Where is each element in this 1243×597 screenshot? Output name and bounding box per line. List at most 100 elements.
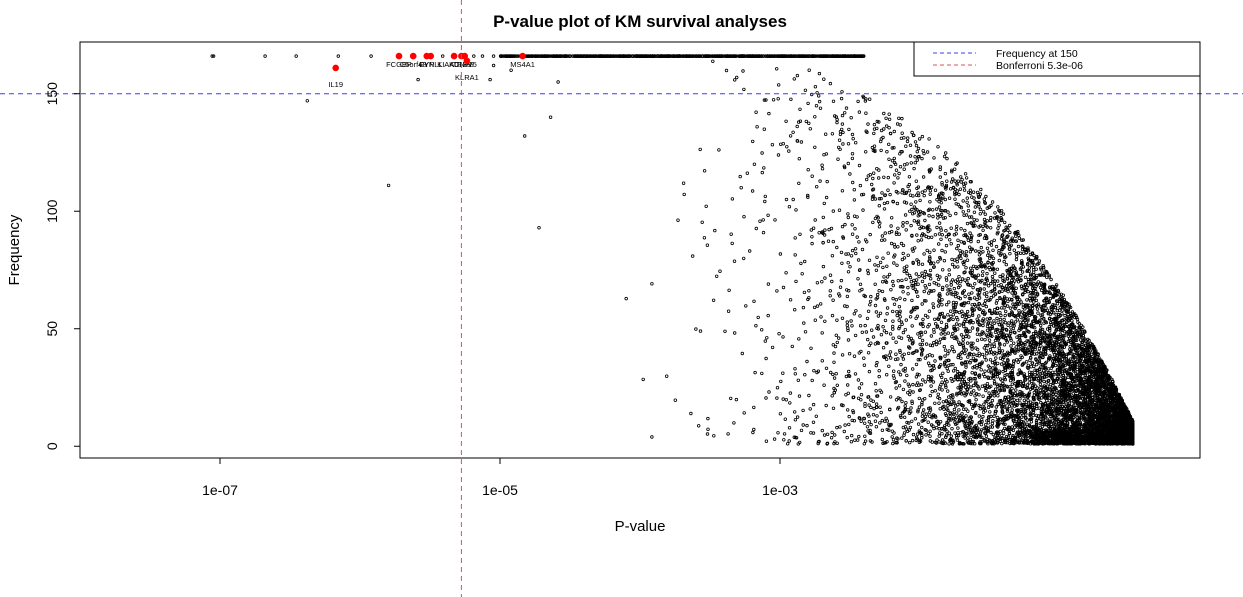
data-point [1039,268,1043,272]
data-point [802,321,806,325]
data-point [778,54,783,58]
data-point [831,99,836,103]
data-point [1027,381,1032,385]
data-point [549,54,553,58]
data-point [619,54,623,58]
data-point [756,54,760,58]
data-point [794,208,798,212]
data-point [1028,294,1032,298]
data-point [860,192,864,197]
data-point [590,54,594,58]
data-point [915,432,920,436]
data-point [655,54,660,58]
data-point [994,405,998,409]
data-point [800,272,804,276]
data-point [820,280,824,284]
data-point [441,54,445,58]
data-point [884,357,889,361]
data-point [505,54,510,58]
data-point [941,285,945,290]
data-point [1026,279,1031,284]
data-point [694,54,698,58]
data-point [525,54,529,58]
data-point [416,77,420,82]
data-point [881,256,885,260]
data-point [993,211,997,215]
data-point [851,54,855,58]
data-point [781,397,785,401]
data-point [973,200,977,204]
data-point [911,432,916,437]
data-point [939,327,943,331]
data-point [887,272,892,277]
data-point [752,427,756,432]
data-point [970,234,974,238]
data-point [854,54,859,58]
data-point [821,215,825,220]
data-point [909,223,913,228]
data-point [938,407,942,411]
data-point [865,425,870,429]
data-point [928,200,932,204]
data-point [688,54,692,58]
data-point [577,54,582,58]
data-point [891,438,896,442]
data-point [754,54,759,58]
data-point [908,389,912,393]
data-point [885,306,890,310]
data-point [791,130,795,134]
data-point [945,303,949,307]
data-point [931,380,936,384]
data-point [947,268,951,272]
data-point [480,54,485,58]
data-point [1068,344,1072,349]
data-point [900,354,904,358]
data-point [921,175,926,179]
data-point [789,97,793,101]
data-point [867,343,871,348]
data-point [808,127,812,131]
data-point [977,314,981,318]
data-point [889,288,893,292]
data-point [928,268,933,273]
data-point [813,218,817,222]
data-point [714,54,718,58]
data-point [731,54,736,58]
data-point [499,54,503,58]
data-point [950,334,954,339]
data-point [953,197,957,201]
data-point [916,146,921,151]
data-point [1031,407,1036,411]
data-point [545,54,549,58]
data-point [979,428,984,432]
data-point [766,54,770,58]
data-point [741,54,745,58]
data-point [1004,262,1008,267]
data-point [840,189,845,193]
data-point [949,376,953,381]
data-point [932,156,936,160]
data-point [873,282,877,286]
data-point [537,54,541,58]
data-point [991,352,996,356]
data-point [742,54,746,58]
data-point [910,283,914,288]
data-point [1034,352,1039,356]
data-point [863,439,868,443]
data-point [753,370,757,375]
data-point [752,405,756,410]
data-point [690,54,694,58]
data-point [1003,220,1007,225]
data-point [966,355,970,359]
data-point [850,232,855,236]
data-point [738,174,742,179]
data-point [922,408,926,412]
data-point [801,408,805,413]
data-point [930,343,935,348]
data-point [957,192,961,197]
data-point [902,256,907,260]
data-point [548,115,553,119]
data-point [920,425,924,430]
data-point [866,351,871,355]
data-point [992,380,997,384]
